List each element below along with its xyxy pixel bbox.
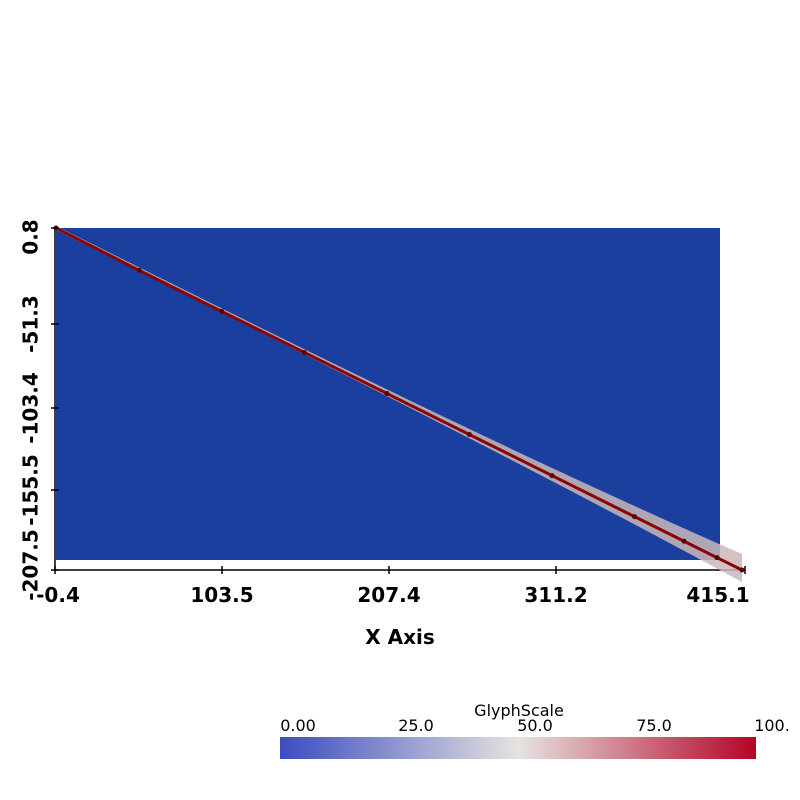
y-tick-label: -207.5 (19, 529, 43, 601)
data-point (384, 390, 390, 396)
y-tick-label: -103.4 (19, 372, 43, 444)
x-ticks: -0.4 103.5 207.4 311.2 415.1 (36, 566, 750, 607)
colorbar-tick-label: 100. (754, 716, 790, 735)
data-point (714, 555, 720, 561)
colorbar-tick-label: 75.0 (636, 716, 672, 735)
data-point (136, 267, 142, 273)
y-ticks: 0.8 -51.3 -103.4 -155.5 -207.5 (19, 219, 59, 601)
colorbar-tick-label: 50.0 (517, 716, 553, 735)
y-tick-label: -51.3 (19, 295, 43, 353)
data-point (219, 308, 225, 314)
x-tick-label: -0.4 (36, 583, 80, 607)
data-point (549, 473, 555, 479)
data-point (301, 349, 307, 355)
data-layer (53, 225, 745, 582)
x-tick-label: 311.2 (524, 583, 587, 607)
x-tick-label: 415.1 (686, 583, 749, 607)
data-point (681, 538, 687, 544)
colorbar-title: GlyphScale (474, 701, 564, 720)
data-point (739, 567, 745, 573)
colorbar-ticks: 0.00 25.0 50.0 75.0 100. (280, 716, 790, 735)
colorbar-tick-label: 0.00 (280, 716, 316, 735)
data-point (632, 514, 638, 520)
colorbar-tick-label: 25.0 (398, 716, 434, 735)
x-tick-label: 103.5 (190, 583, 253, 607)
data-point (466, 432, 472, 438)
y-tick-label: -155.5 (19, 454, 43, 526)
colorbar (280, 737, 756, 759)
x-tick-label: 207.4 (357, 583, 420, 607)
x-axis-title: X Axis (365, 625, 435, 649)
y-tick-label: 0.8 (19, 219, 43, 254)
